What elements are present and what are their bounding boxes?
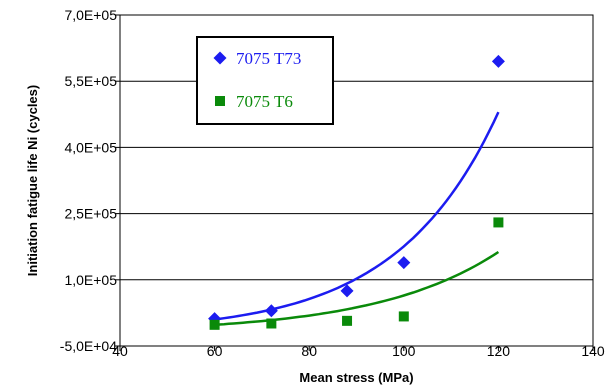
square-marker (209, 319, 220, 330)
legend-box (196, 36, 334, 125)
legend-marker (215, 96, 225, 106)
x-tick-label: 140 (581, 343, 605, 359)
tick-labels: -5,0E+04 1,0E+05 2,5E+05 4,0E+05 5,5E+05 7,0E… (60, 7, 605, 359)
trendlines (214, 111, 500, 327)
data-markers (208, 54, 505, 330)
y-tick-label: 4,0E+05 (64, 139, 117, 155)
y-tick-label: -5,0E+04 (60, 338, 117, 354)
legend-label: 7075 T73 (236, 49, 301, 68)
y-tick-label: 1,0E+05 (64, 272, 117, 288)
legend-label: 7075 T6 (236, 92, 293, 111)
diamond-marker (491, 54, 505, 68)
axes (115, 14, 594, 351)
trendline-7075-t6 (214, 250, 500, 327)
x-tick-label: 80 (301, 343, 317, 359)
y-tick-label: 2,5E+05 (64, 206, 117, 222)
trendline-7075-t73 (214, 111, 500, 321)
x-axis-title: Mean stress (MPa) (299, 370, 413, 385)
x-tick-label: 120 (487, 343, 511, 359)
diamond-marker (397, 256, 411, 270)
x-tick-label: 40 (112, 343, 128, 359)
square-marker (342, 315, 353, 326)
square-marker (398, 311, 409, 322)
legend-marker (213, 51, 227, 65)
y-axis-title: Initiation fatigue life Ni (cycles) (25, 85, 40, 276)
legend: 7075 T73 7075 T6 (196, 36, 334, 125)
diamond-marker (340, 284, 354, 298)
y-tick-label: 5,5E+05 (64, 73, 117, 89)
diamond-marker (264, 304, 278, 318)
plot-area-frame (119, 14, 594, 347)
square-marker (266, 318, 277, 329)
x-tick-label: 100 (392, 343, 416, 359)
square-marker (493, 217, 504, 228)
x-tick-label: 60 (207, 343, 223, 359)
grid-lines (120, 14, 593, 347)
y-tick-label: 7,0E+05 (64, 7, 117, 23)
